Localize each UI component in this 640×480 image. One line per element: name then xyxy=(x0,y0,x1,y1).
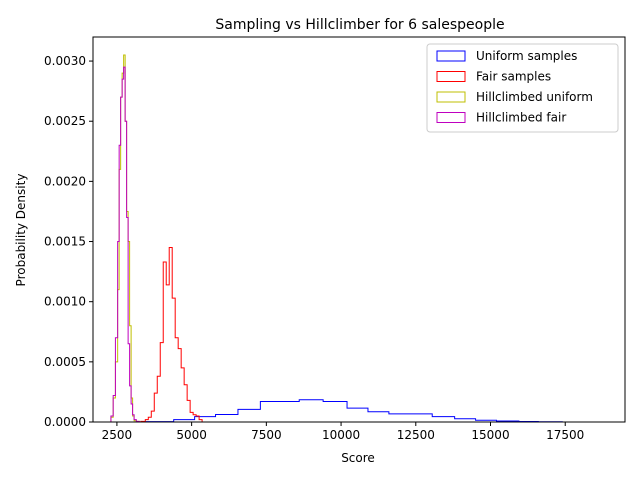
histogram-bin xyxy=(157,376,160,422)
legend-box xyxy=(426,43,619,133)
histogram-bin xyxy=(128,344,129,422)
histogram-bin xyxy=(127,217,128,422)
histogram-bin xyxy=(115,338,117,422)
histogram-bin xyxy=(122,79,123,422)
histogram-bin xyxy=(368,412,389,422)
x-tick-label: 15000 xyxy=(471,428,509,442)
y-tick-label: 0.0020 xyxy=(44,174,86,188)
histogram-bin xyxy=(133,415,134,422)
legend-swatch xyxy=(436,71,466,82)
histogram-bin xyxy=(111,416,113,422)
legend-swatch xyxy=(436,91,466,103)
x-axis: 2500 5000 7500 10000 12500 15000 17500 xyxy=(102,422,584,442)
y-tick-label: 0.0015 xyxy=(44,235,86,249)
histogram-bin xyxy=(184,385,187,422)
x-tick-label: 10000 xyxy=(322,428,360,442)
histogram-bin xyxy=(160,343,163,422)
histogram-bin xyxy=(166,285,169,422)
x-tick-label: 17500 xyxy=(546,428,584,442)
legend-label: Uniform samples xyxy=(476,49,577,63)
histogram-bin xyxy=(175,338,178,422)
histogram-bin xyxy=(181,368,184,422)
y-tick-label: 0.0025 xyxy=(44,114,86,128)
y-tick-label: 0.0030 xyxy=(44,54,86,68)
histogram-bin xyxy=(190,412,193,422)
plot-area xyxy=(92,36,626,423)
histogram-bin xyxy=(299,400,323,422)
chart-title: Sampling vs Hillclimber for 6 salespeopl… xyxy=(215,17,504,33)
legend-swatch xyxy=(436,50,466,62)
histogram-bin xyxy=(187,400,190,422)
histogram-bin xyxy=(260,402,299,422)
y-tick-label: 0.0000 xyxy=(44,415,86,429)
plot-frame xyxy=(92,36,626,423)
histogram-bin xyxy=(130,386,131,422)
series-fair-samples xyxy=(140,247,203,422)
legend-label: Fair samples xyxy=(476,70,551,84)
histogram-bin xyxy=(163,262,166,422)
histogram-bin xyxy=(238,409,260,422)
histogram-bin xyxy=(389,414,432,422)
histogram-step-line xyxy=(140,247,203,422)
histogram-bin xyxy=(154,393,157,422)
histogram-bin xyxy=(169,248,172,422)
y-tick-label: 0.0005 xyxy=(44,355,86,369)
histogram-bin xyxy=(432,417,454,422)
histogram-bin xyxy=(172,298,175,422)
x-axis-label: Score xyxy=(341,451,375,465)
histogram-bin xyxy=(148,417,151,422)
histogram-step-line xyxy=(116,399,608,422)
histogram-bin xyxy=(124,67,125,422)
x-tick-label: 7500 xyxy=(251,428,282,442)
histogram-bin xyxy=(196,416,199,422)
histogram-bin xyxy=(193,415,196,422)
series-layer xyxy=(110,54,608,422)
legend: Uniform samples Fair samples Hillclimbed u… xyxy=(426,43,619,133)
legend-label: Hillclimbed uniform xyxy=(476,90,593,104)
histogram-bin xyxy=(323,402,347,422)
histogram-bin xyxy=(151,411,154,422)
x-tick-label: 2500 xyxy=(102,428,133,442)
histogram-bin xyxy=(347,408,368,422)
histogram-bin xyxy=(125,121,126,422)
series-hillclimbed-fair xyxy=(110,66,140,422)
x-tick-label: 12500 xyxy=(397,428,435,442)
histogram-bin xyxy=(131,404,132,422)
series-uniform-samples xyxy=(116,399,608,422)
y-tick-label: 0.0010 xyxy=(44,295,86,309)
histogram-bin xyxy=(216,415,238,422)
histogram-bin xyxy=(118,242,119,422)
histogram-bin xyxy=(178,349,181,422)
x-tick-label: 5000 xyxy=(176,428,207,442)
histogram-bin xyxy=(113,396,115,422)
histogram-bin xyxy=(119,145,120,422)
legend-label: Hillclimbed fair xyxy=(476,111,566,125)
histogram-bin xyxy=(121,97,122,422)
legend-swatch xyxy=(436,112,466,123)
y-axis: 0.0000 0.0005 0.0010 0.0015 0.0020 0.0025 0.00… xyxy=(44,54,93,429)
y-axis-label: Probability Density xyxy=(14,174,28,287)
histogram-step-line xyxy=(110,66,140,422)
